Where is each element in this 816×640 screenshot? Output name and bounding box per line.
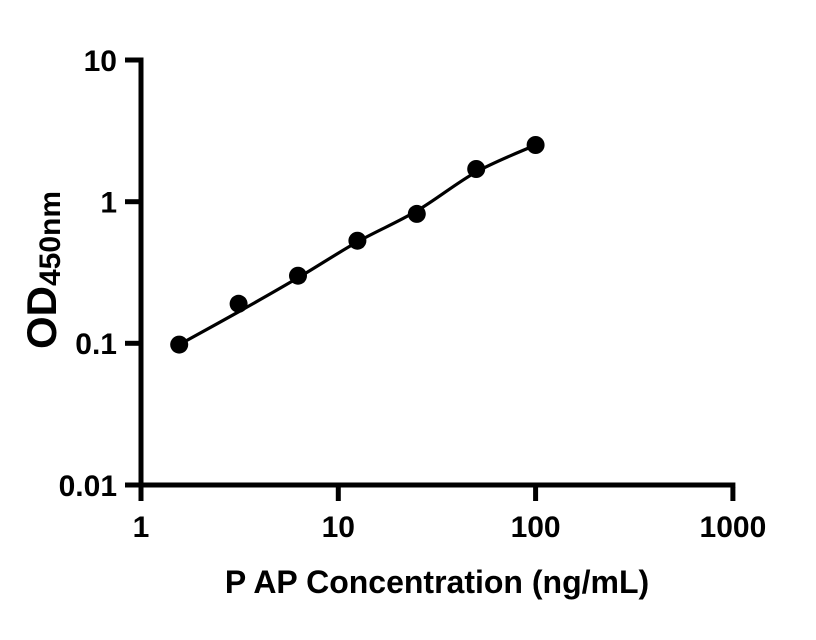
- y-tick-label: 0.01: [59, 470, 117, 503]
- x-tick-label: 1000: [700, 511, 767, 544]
- y-axis-title: OD450nm: [18, 120, 67, 420]
- y-axis-title-subscript: 450nm: [34, 190, 67, 287]
- data-point: [407, 204, 426, 223]
- y-tick-label: 10: [84, 45, 117, 78]
- data-point: [289, 266, 307, 285]
- data-point: [348, 231, 367, 250]
- y-axis-title-text: OD: [18, 286, 65, 350]
- data-point: [467, 160, 486, 178]
- y-tick-label: 0.1: [75, 328, 117, 361]
- data-point: [229, 294, 248, 313]
- x-axis-title: P AP Concentration (ng/mL): [224, 564, 650, 600]
- x-tick-label: 10: [322, 511, 355, 544]
- data-point: [526, 136, 545, 154]
- data-point: [170, 335, 189, 354]
- y-tick-label: 1: [100, 187, 117, 220]
- x-tick-label: 100: [511, 511, 561, 544]
- x-tick-label: 1: [133, 511, 150, 544]
